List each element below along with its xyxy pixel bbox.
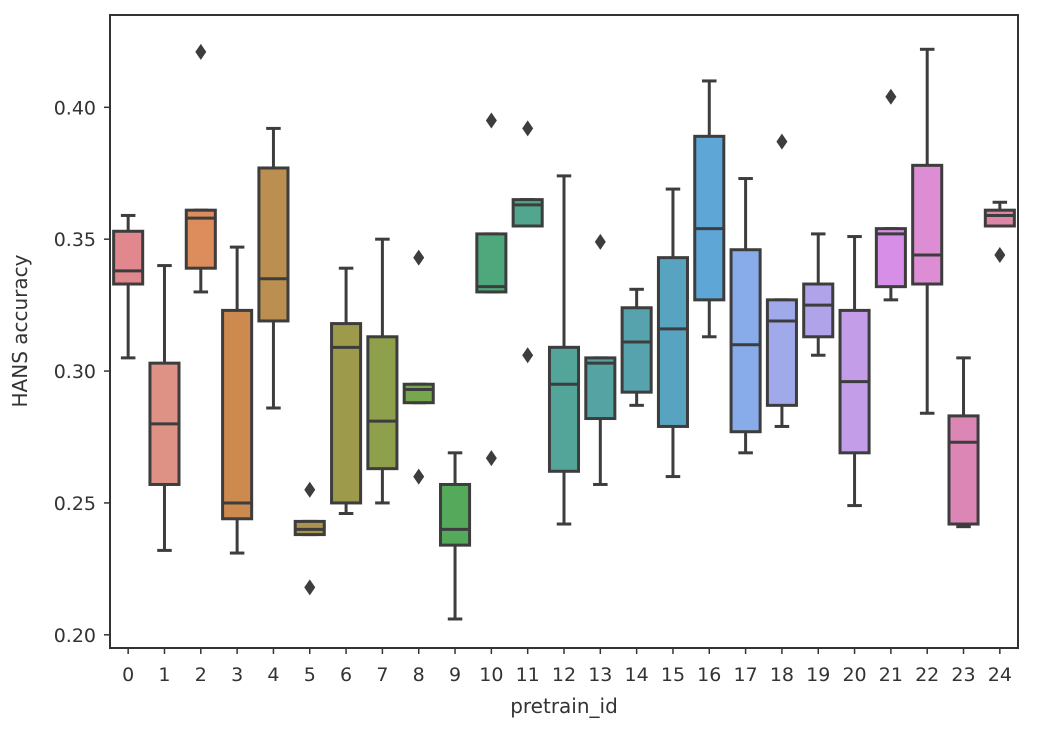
y-tick-label: 0.40 <box>54 97 96 119</box>
x-tick-label: 19 <box>806 664 830 686</box>
box-7 <box>366 237 399 505</box>
box-iqr <box>257 166 290 323</box>
box-iqr <box>221 308 254 521</box>
box-11 <box>511 120 544 364</box>
x-tick-label: 4 <box>267 664 279 686</box>
x-tick-label: 22 <box>915 664 939 686</box>
outlier-point <box>776 133 788 150</box>
boxes-layer <box>112 43 1016 621</box>
box-21 <box>874 88 907 302</box>
x-tick-label: 12 <box>552 664 576 686</box>
x-tick-label: 17 <box>734 664 758 686</box>
box-15 <box>656 187 689 479</box>
x-tick-label: 15 <box>661 664 685 686</box>
box-6 <box>330 266 363 515</box>
box-iqr <box>402 382 435 405</box>
outlier-point <box>994 247 1006 264</box>
box-16 <box>693 79 726 339</box>
x-tick-label: 16 <box>697 664 721 686</box>
box-14 <box>620 287 653 407</box>
box-1 <box>148 264 181 552</box>
x-tick-label: 10 <box>479 664 503 686</box>
y-axis-ticks: 0.20 0.25 0.30 0.35 0.40 <box>54 97 110 647</box>
box-iqr <box>947 414 980 526</box>
x-tick-label: 7 <box>376 664 388 686</box>
x-tick-label: 14 <box>625 664 649 686</box>
x-tick-label: 1 <box>158 664 170 686</box>
box-13 <box>584 233 617 486</box>
box-iqr <box>112 229 145 286</box>
outlier-point <box>522 120 534 137</box>
box-iqr <box>656 256 689 428</box>
box-0 <box>112 213 145 360</box>
box-23 <box>947 356 980 529</box>
plot-frame <box>109 14 1019 649</box>
box-iqr <box>693 134 726 302</box>
x-tick-label: 5 <box>304 664 316 686</box>
x-tick-label: 6 <box>340 664 352 686</box>
x-axis-label: pretrain_id <box>510 694 618 718</box>
box-iqr <box>620 306 653 394</box>
box-4 <box>257 126 290 410</box>
outlier-point <box>413 249 425 266</box>
box-iqr <box>983 208 1016 228</box>
x-axis-ticks: 0 1 2 3 4 5 6 7 8 9 10 11 12 13 14 15 16 17 18 19 20 21 22 23 24 <box>122 648 1012 686</box>
y-axis-label: HANS accuracy <box>8 254 32 407</box>
box-iqr <box>475 232 508 294</box>
box-22 <box>911 47 944 415</box>
box-iqr <box>765 298 798 407</box>
x-tick-label: 21 <box>879 664 903 686</box>
box-3 <box>221 245 254 555</box>
box-iqr <box>911 163 944 286</box>
box-18 <box>765 133 798 428</box>
box-20 <box>838 235 871 508</box>
x-tick-label: 11 <box>516 664 540 686</box>
box-8 <box>402 249 435 485</box>
x-tick-label: 3 <box>231 664 243 686</box>
x-tick-label: 18 <box>770 664 794 686</box>
x-tick-label: 13 <box>588 664 612 686</box>
outlier-point <box>485 112 497 129</box>
box-19 <box>802 232 835 357</box>
outlier-point <box>304 579 316 596</box>
x-tick-label: 24 <box>988 664 1012 686</box>
box-iqr <box>874 227 907 289</box>
box-5 <box>293 481 326 596</box>
outlier-point <box>413 468 425 485</box>
y-tick-label: 0.35 <box>54 229 96 251</box>
x-tick-label: 9 <box>449 664 461 686</box>
x-tick-label: 0 <box>122 664 134 686</box>
box-iqr <box>802 282 835 339</box>
box-iqr <box>184 208 217 270</box>
box-12 <box>547 174 581 526</box>
box-iqr <box>330 322 363 505</box>
box-9 <box>439 451 472 621</box>
outlier-point <box>522 347 534 364</box>
box-iqr <box>366 335 399 471</box>
x-tick-label: 8 <box>413 664 425 686</box>
outlier-point <box>594 233 606 250</box>
box-17 <box>729 177 762 455</box>
x-tick-label: 23 <box>951 664 975 686</box>
y-tick-label: 0.30 <box>54 361 96 383</box>
y-tick-label: 0.20 <box>54 625 96 647</box>
box-iqr <box>439 482 472 547</box>
outlier-point <box>485 450 497 467</box>
box-24 <box>983 200 1016 264</box>
outlier-point <box>195 43 207 60</box>
outlier-point <box>885 88 897 105</box>
x-tick-label: 20 <box>842 664 866 686</box>
box-2 <box>184 43 217 294</box>
y-tick-label: 0.25 <box>54 493 96 515</box>
outlier-point <box>304 481 316 498</box>
box-iqr <box>729 248 762 434</box>
box-iqr <box>584 356 617 421</box>
box-10 <box>475 112 508 467</box>
x-tick-label: 2 <box>195 664 207 686</box>
box-iqr <box>547 345 581 473</box>
